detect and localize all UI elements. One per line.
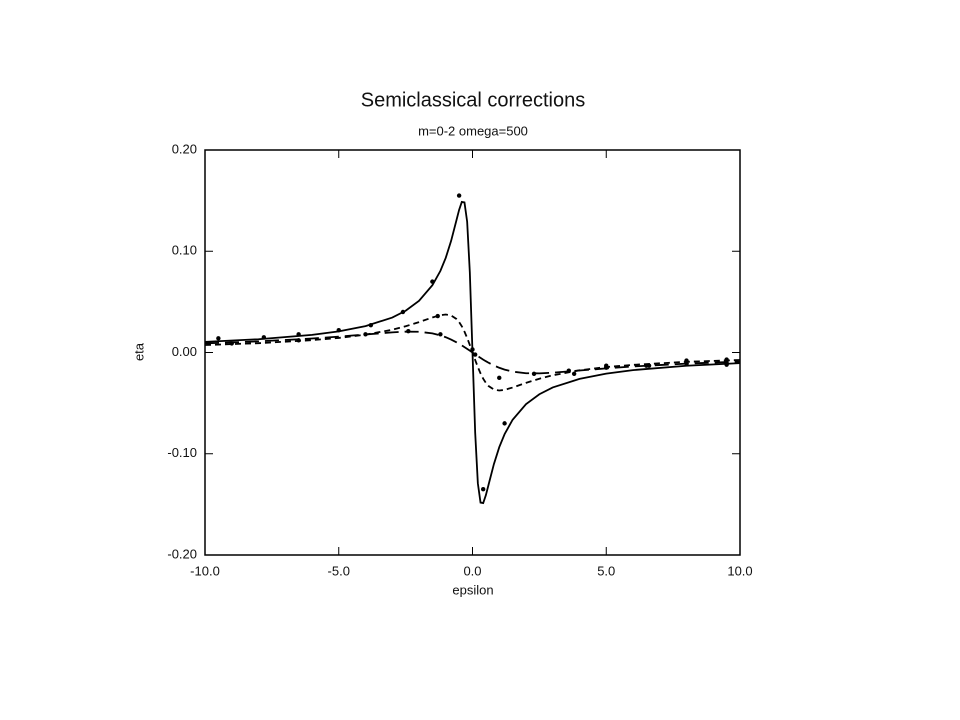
data-point xyxy=(435,313,440,319)
x-tick-label: 5.0 xyxy=(597,563,615,578)
data-point xyxy=(604,365,609,370)
data-point xyxy=(406,329,411,334)
x-tick-label: 0.0 xyxy=(463,563,481,578)
data-point xyxy=(430,279,435,284)
x-tick-label: -5.0 xyxy=(328,563,350,578)
data-point xyxy=(724,357,729,362)
curve xyxy=(204,330,741,375)
data-point xyxy=(216,336,221,341)
data-point xyxy=(571,371,577,376)
y-tick-label: 0.00 xyxy=(172,344,197,359)
data-point xyxy=(684,361,689,366)
x-tick-label: 10.0 xyxy=(727,563,752,578)
data-point xyxy=(261,335,267,340)
x-axis-label: epsilon xyxy=(452,582,493,597)
data-point xyxy=(566,368,571,373)
y-axis-label: eta xyxy=(131,342,146,361)
y-tick-label: -0.20 xyxy=(167,546,197,561)
y-tick-label: 0.20 xyxy=(172,141,197,156)
chart-title: Semiclassical corrections xyxy=(361,89,586,111)
data-point xyxy=(470,347,475,352)
data-point xyxy=(724,362,729,367)
data-point xyxy=(497,375,502,381)
data-point xyxy=(684,358,689,363)
data-point xyxy=(229,341,234,346)
data-point xyxy=(438,332,443,337)
chart-subtitle: m=0-2 omega=500 xyxy=(418,123,528,138)
data-point xyxy=(472,352,478,357)
data-point xyxy=(502,421,507,426)
data-point xyxy=(456,193,462,198)
y-tick-label: -0.10 xyxy=(167,445,197,460)
x-tick-label: -10.0 xyxy=(190,563,220,578)
data-point xyxy=(481,486,486,492)
y-tick-label: 0.10 xyxy=(172,243,197,258)
data-point xyxy=(531,371,537,376)
data-point xyxy=(363,332,368,337)
data-point xyxy=(400,309,406,315)
data-point xyxy=(296,332,301,337)
data-point xyxy=(296,338,301,343)
data-point xyxy=(646,363,652,368)
data-point xyxy=(368,322,374,328)
data-point xyxy=(336,328,341,333)
